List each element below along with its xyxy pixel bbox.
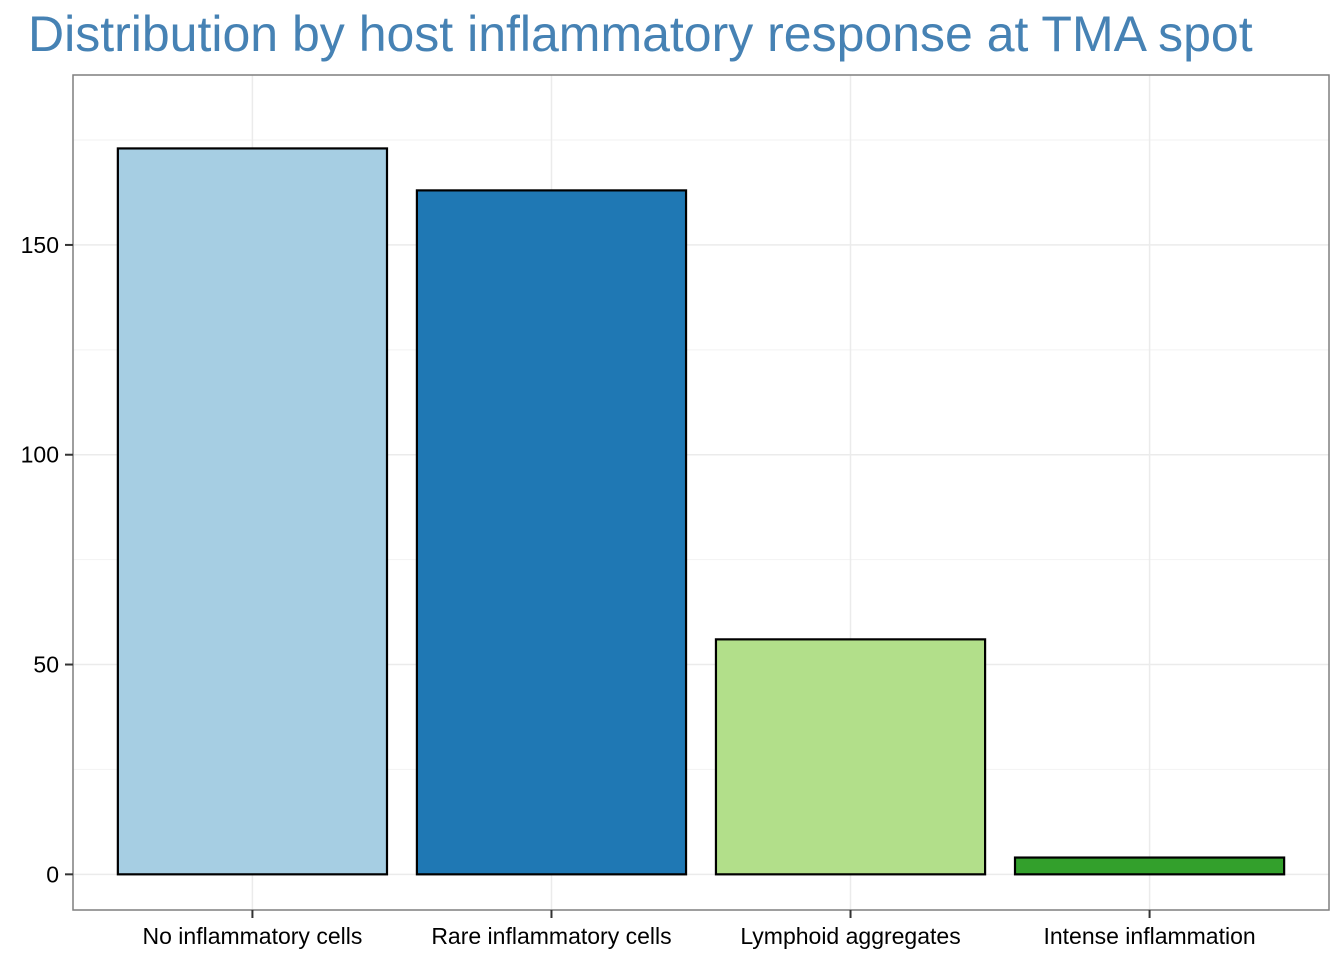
axes: 0 50 100 150 No inflammatory cells Rare infla…	[21, 232, 1256, 949]
x-tick-label: Intense inflammation	[1043, 923, 1255, 949]
y-tick-label: 100	[21, 442, 59, 468]
bar-intense-inflammation	[1013, 856, 1286, 876]
plot-border	[72, 74, 1330, 911]
y-tick-label: 0	[46, 861, 59, 887]
x-tick-label: Rare inflammatory cells	[431, 923, 671, 949]
y-tick-label: 150	[21, 232, 59, 258]
bar-rare-inflammatory-cells	[415, 189, 688, 876]
chart-title: Distribution by host inflammatory respon…	[28, 6, 1253, 62]
bar-no-inflammatory-cells	[116, 147, 389, 876]
x-tick-label: Lymphoid aggregates	[740, 923, 960, 949]
y-tick-label: 50	[33, 652, 59, 678]
x-tick-label: No inflammatory cells	[143, 923, 363, 949]
bar-lymphoid-aggregates	[714, 638, 987, 876]
bars	[116, 147, 1286, 876]
